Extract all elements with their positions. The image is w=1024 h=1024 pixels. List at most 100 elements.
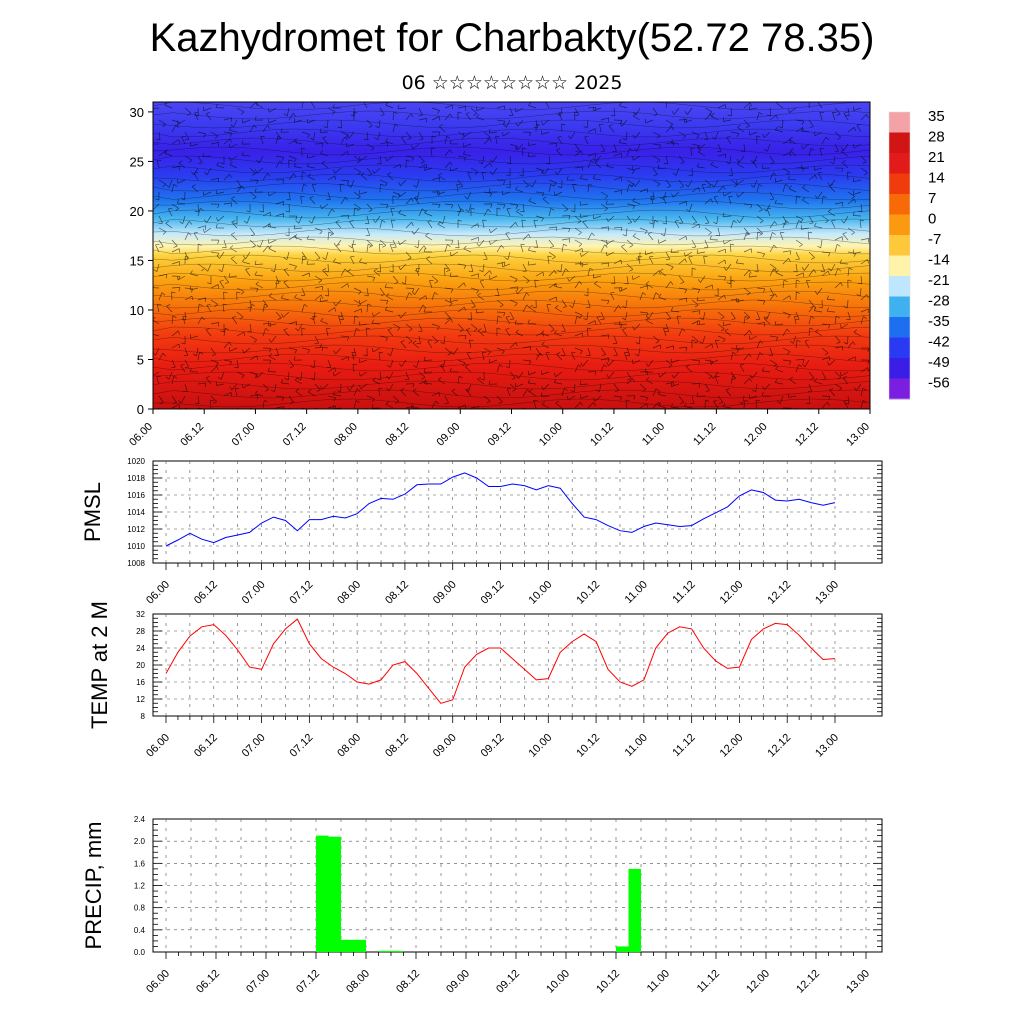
colorbar-swatch	[889, 296, 910, 318]
precip-y-tick-label: 0.4	[134, 926, 146, 935]
colorbar-label: 0	[928, 211, 936, 228]
heatmap-x-tick-label: 08.12	[383, 421, 411, 449]
precip-x-tick-label: 06.12	[194, 968, 222, 996]
colorbar-label: -21	[928, 272, 950, 289]
precip-x-tick-label: 12.12	[794, 968, 822, 996]
contour-line	[153, 362, 870, 372]
contour-line	[153, 227, 870, 237]
temp-x-tick-label: 12.12	[765, 732, 793, 760]
heatmap-y-tick-label: 15	[130, 253, 144, 268]
temp-x-tick-label: 08.12	[383, 732, 411, 760]
contour-line	[153, 326, 870, 336]
heatmap-x-tick-label: 11.12	[691, 421, 718, 448]
precip-y-tick-label: 2.0	[134, 837, 146, 846]
contour-line	[153, 128, 870, 138]
heatmap-x-tick-label: 09.00	[434, 421, 462, 449]
page-subtitle: 06 ☆☆☆☆☆☆☆☆ 2025	[401, 72, 623, 94]
wind-barb	[153, 102, 870, 409]
heatmap-x-tick-label: 06.12	[178, 421, 206, 449]
heatmap-y-tick-label: 10	[130, 303, 144, 318]
temp-y-tick-label: 32	[136, 610, 145, 619]
heatmap-x-tick-label: 10.00	[537, 421, 565, 449]
colorbar-label: -7	[928, 231, 941, 248]
heatmap-y-tick-label: 0	[137, 402, 144, 417]
pmsl-y-tick-label: 1010	[127, 542, 145, 551]
precip-x-tick-label: 12.00	[744, 968, 772, 996]
page-title: Kazhydromet for Charbakty(52.72 78.35)	[149, 16, 875, 60]
heatmap-x-tick-label: 09.12	[486, 421, 514, 449]
heatmap-x-tick-label: 07.12	[281, 421, 309, 449]
temp-x-tick-label: 06.12	[192, 732, 220, 760]
precip-bar	[628, 868, 641, 952]
colorbar-label: -35	[928, 313, 950, 330]
contour-line	[153, 299, 870, 309]
temp-y-tick-label: 12	[136, 695, 145, 704]
contour-line	[153, 281, 870, 291]
pmsl-y-tick-label: 1018	[127, 474, 145, 483]
precip-y-tick-label: 1.6	[134, 859, 146, 868]
colorbar-label: -56	[928, 375, 950, 392]
temp-y-tick-label: 16	[136, 678, 145, 687]
temp-x-tick-label: 08.00	[335, 732, 363, 760]
temp-y-tick-label: 28	[136, 627, 145, 636]
colorbar-swatch	[889, 112, 910, 133]
contour-line	[153, 272, 870, 282]
precip-x-tick-label: 10.12	[594, 968, 622, 996]
contour-line	[153, 164, 870, 174]
pmsl-x-tick-label: 13.00	[813, 579, 841, 607]
precip-x-tick-label: 07.00	[244, 968, 272, 996]
heatmap-y-tick-label: 20	[130, 204, 144, 219]
heatmap-y-tick-label: 25	[130, 154, 144, 169]
contour-line	[153, 155, 870, 165]
colorbar-label: -28	[928, 293, 950, 310]
contour-line	[153, 119, 870, 129]
contour-line	[153, 182, 870, 192]
contour-line	[153, 146, 870, 156]
precip-x-tick-label: 13.00	[844, 968, 872, 996]
pmsl-x-tick-label: 08.00	[335, 579, 363, 607]
contour-line	[153, 353, 870, 363]
contour-line	[153, 236, 870, 246]
colorbar-label: 28	[928, 129, 945, 146]
contour-line	[153, 209, 870, 219]
precip-y-axis-label: PRECIP, mm	[81, 822, 106, 950]
pmsl-x-tick-label: 07.12	[288, 579, 316, 607]
pmsl-x-tick-label: 09.12	[479, 579, 507, 607]
precip-bar	[378, 950, 391, 952]
pmsl-x-tick-label: 06.00	[144, 579, 172, 607]
precip-x-tick-label: 11.00	[645, 968, 672, 995]
colorbar-label: -42	[928, 334, 950, 351]
precip-y-tick-label: 2.4	[134, 815, 146, 824]
precip-bar	[391, 950, 404, 952]
colorbar-label: 14	[928, 170, 945, 187]
precip-x-tick-label: 06.00	[144, 968, 172, 996]
temp-x-tick-label: 10.00	[526, 732, 554, 760]
temp-x-tick-label: 06.00	[144, 732, 172, 760]
heatmap-x-tick-label: 12.00	[742, 421, 770, 449]
colorbar-swatch	[889, 214, 910, 236]
temp-x-tick-label: 12.00	[718, 732, 746, 760]
precip-y-tick-label: 0.8	[134, 904, 146, 913]
temp-y-tick-label: 24	[136, 644, 145, 653]
temp-y-tick-label: 8	[141, 712, 146, 721]
colorbar-label: 35	[928, 108, 945, 125]
pmsl-y-tick-label: 1012	[127, 525, 145, 534]
colorbar-swatch	[889, 194, 910, 215]
temp-x-tick-label: 11.12	[670, 732, 697, 759]
colorbar-swatch	[889, 337, 910, 359]
contour-line	[153, 290, 870, 300]
pmsl-x-tick-label: 11.12	[670, 579, 697, 606]
temp-x-tick-label: 10.12	[574, 732, 602, 760]
temp-y-axis-label: TEMP at 2 M	[87, 601, 112, 729]
heatmap-x-tick-label: 11.00	[640, 421, 667, 448]
contour-line	[153, 191, 870, 201]
temp-x-tick-label: 07.00	[240, 732, 268, 760]
pmsl-x-tick-label: 08.12	[383, 579, 411, 607]
precip-x-tick-label: 08.12	[394, 968, 422, 996]
temp-y-tick-label: 20	[136, 661, 145, 670]
heatmap-y-tick-label: 5	[137, 352, 144, 367]
temp-x-tick-label: 11.00	[623, 732, 650, 759]
pmsl-y-tick-label: 1016	[127, 491, 145, 500]
contour-line	[153, 380, 870, 390]
